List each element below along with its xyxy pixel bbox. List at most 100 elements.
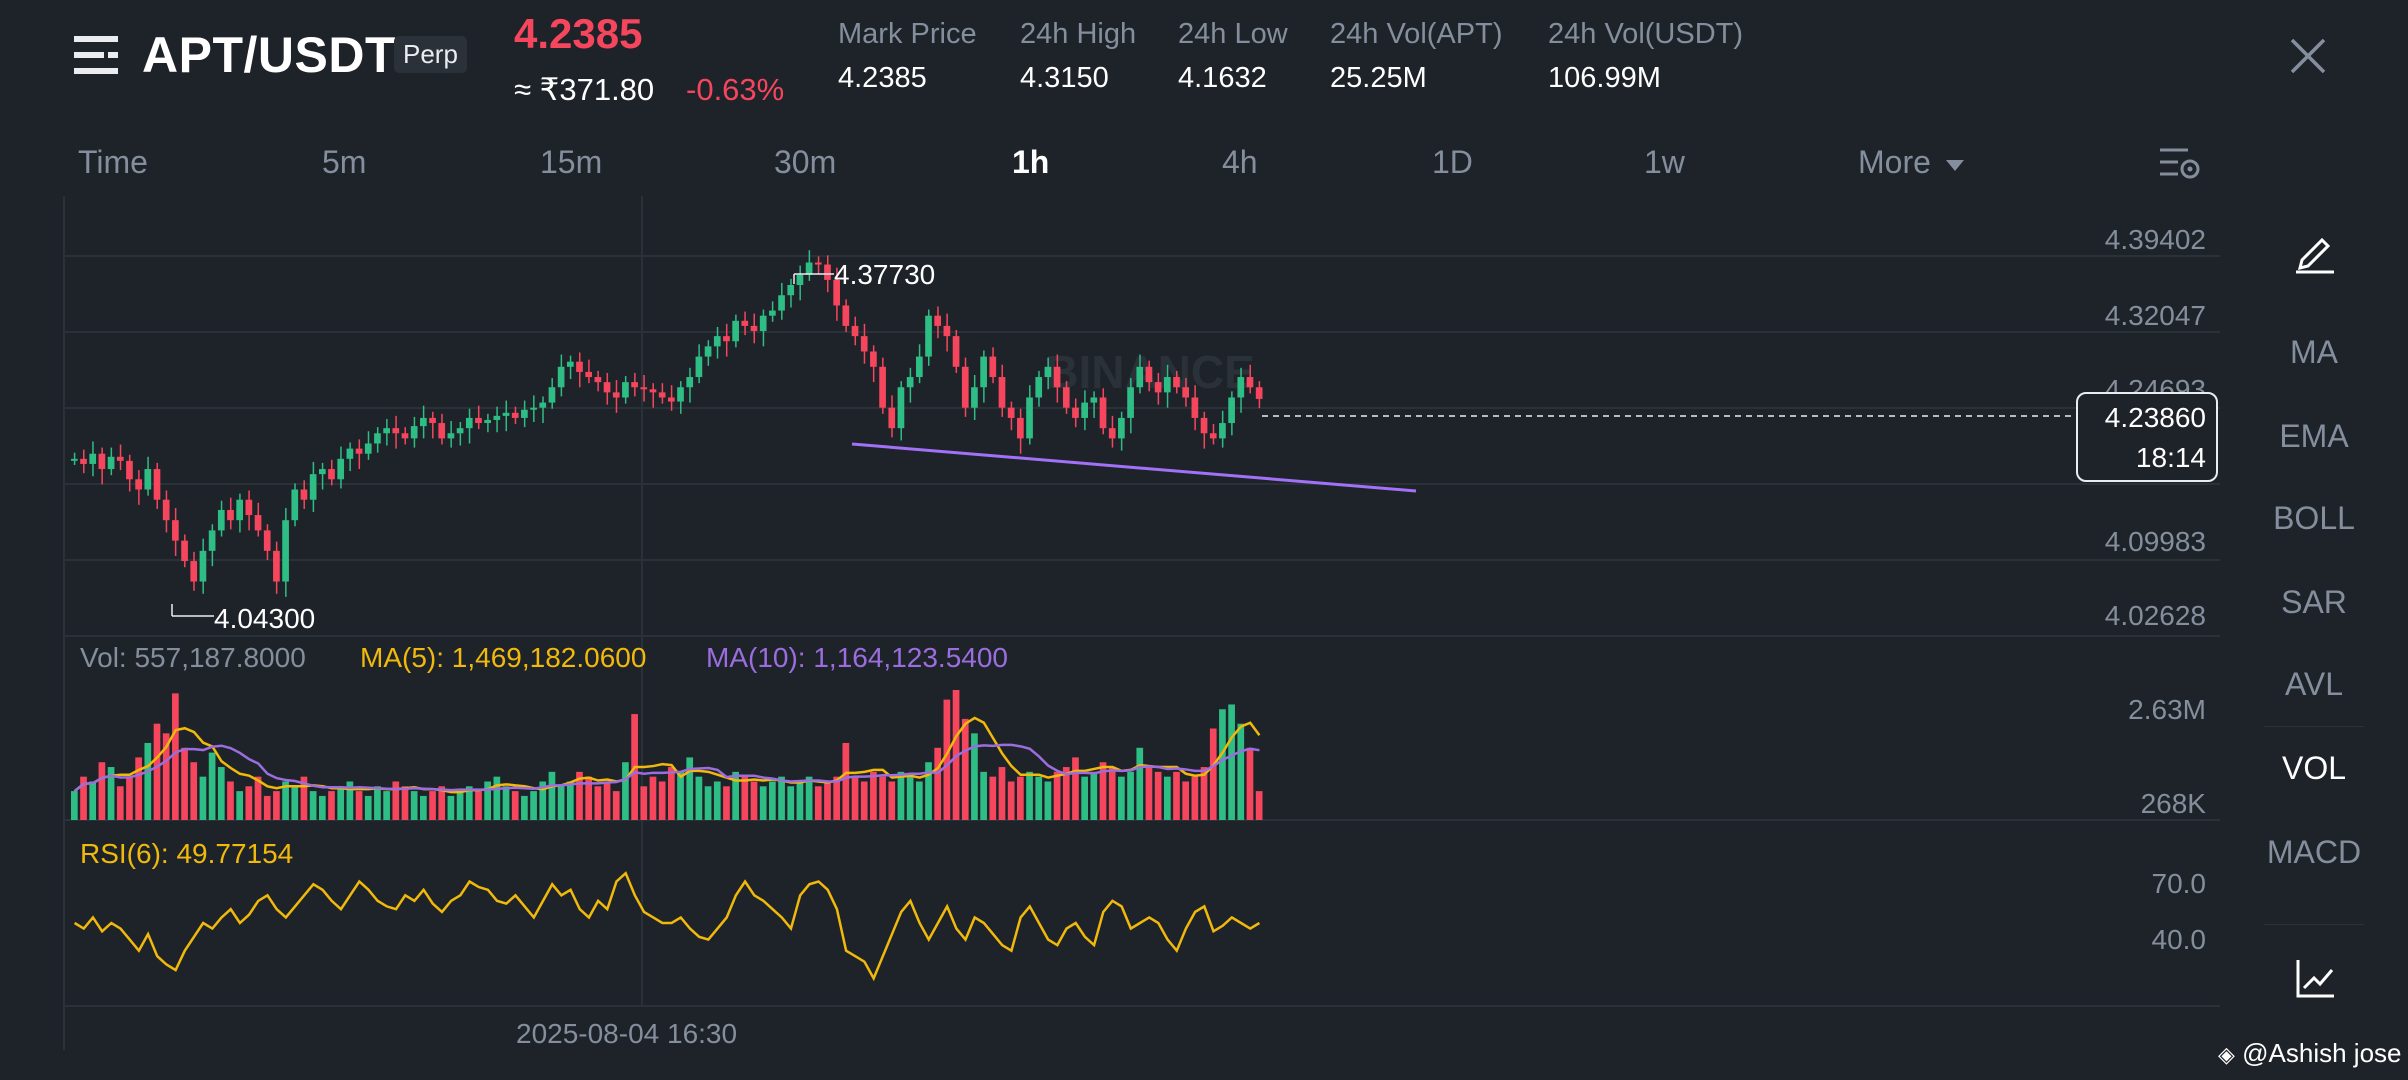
credit-text: @Ashish jose bbox=[2242, 1038, 2402, 1068]
volume-bar bbox=[851, 776, 859, 820]
chart-canvas[interactable]: BINANCE 4.37730 4.04300 bbox=[0, 0, 2260, 1080]
volume-bar bbox=[1108, 767, 1116, 820]
24h-high-label: 24h High bbox=[1020, 18, 1137, 50]
candle-body bbox=[943, 325, 951, 337]
indicator-avl[interactable]: AVL bbox=[2284, 666, 2344, 702]
volume-label: Vol: 557,187.8000 bbox=[80, 642, 306, 673]
candle-body bbox=[906, 377, 914, 388]
indicator-boll[interactable]: BOLL bbox=[2273, 500, 2355, 536]
candle-body bbox=[71, 458, 78, 461]
candle-body bbox=[465, 417, 473, 429]
candle-body bbox=[190, 561, 198, 582]
volume-bar bbox=[98, 762, 106, 820]
volume-bar bbox=[704, 786, 712, 820]
candle-body bbox=[539, 402, 547, 408]
candle-body bbox=[814, 262, 822, 265]
tab-4h[interactable]: 4h bbox=[1222, 144, 1258, 180]
candle-body bbox=[1062, 387, 1070, 408]
volume-bar bbox=[1035, 776, 1043, 820]
candle-body bbox=[594, 377, 602, 383]
rsi-axis-label: 70.0 bbox=[2151, 868, 2207, 899]
candle-body bbox=[695, 356, 703, 378]
volume-bar bbox=[934, 747, 942, 820]
volume-bar bbox=[576, 771, 583, 820]
candle-body bbox=[208, 530, 216, 551]
24h-vol-apt-label: 24h Vol(APT) bbox=[1330, 18, 1503, 50]
candle-body bbox=[199, 550, 207, 582]
indicator-macd[interactable]: MACD bbox=[2266, 834, 2362, 870]
candle-body bbox=[1127, 387, 1134, 418]
24h-low-value: 4.1632 bbox=[1178, 62, 1267, 94]
candle-body bbox=[172, 520, 179, 541]
indicator-vol[interactable]: VOL bbox=[2281, 750, 2347, 786]
candle-body bbox=[759, 315, 767, 332]
chart-settings-icon[interactable] bbox=[2158, 144, 2202, 184]
candle-body bbox=[585, 371, 593, 378]
volume-bar bbox=[668, 767, 675, 820]
volume-bar bbox=[245, 786, 253, 820]
candle-body bbox=[217, 509, 225, 531]
tab-5m[interactable]: 5m bbox=[322, 144, 367, 180]
volume-bar bbox=[162, 733, 170, 820]
volume-bar bbox=[530, 791, 537, 820]
candle-body bbox=[796, 274, 804, 286]
close-icon[interactable] bbox=[2286, 34, 2330, 78]
list-icon[interactable] bbox=[72, 30, 122, 80]
tab-30m[interactable]: 30m bbox=[774, 144, 837, 180]
volume-bar bbox=[1072, 757, 1079, 820]
candle-body bbox=[870, 351, 877, 367]
inr-price: ≈ ₹371.80 bbox=[514, 72, 655, 107]
volume-bar bbox=[566, 781, 574, 820]
24h-vol-usdt-value: 106.99M bbox=[1548, 62, 1661, 94]
indicator-ema[interactable]: EMA bbox=[2279, 418, 2349, 454]
candle-body bbox=[677, 387, 684, 402]
volume-bar bbox=[1062, 767, 1070, 820]
rsi-line bbox=[73, 871, 1261, 982]
tab-1d[interactable]: 1D bbox=[1432, 144, 1473, 180]
candle-body bbox=[1017, 417, 1024, 439]
candle-body bbox=[686, 377, 694, 388]
volume-bar bbox=[1145, 767, 1153, 820]
volume-bar bbox=[1081, 776, 1088, 820]
volume-bar bbox=[374, 786, 381, 820]
volume-bar bbox=[337, 786, 345, 820]
candle-body bbox=[98, 453, 106, 470]
candle-body bbox=[1191, 397, 1199, 418]
candle-body bbox=[1108, 428, 1116, 439]
candle-body bbox=[254, 515, 262, 531]
candle-body bbox=[704, 346, 712, 357]
price-axis-label: 4.39402 bbox=[2104, 224, 2206, 255]
tab-time[interactable]: Time bbox=[78, 144, 148, 180]
tab-more[interactable]: More bbox=[1858, 144, 1966, 181]
volume-bar bbox=[355, 791, 363, 820]
trading-pair-title[interactable]: APT/USDT bbox=[142, 27, 396, 83]
candle-body bbox=[915, 356, 923, 378]
volume-bar bbox=[539, 781, 547, 820]
candle-body bbox=[971, 387, 978, 408]
tab-1w[interactable]: 1w bbox=[1644, 144, 1685, 180]
indicator-sar[interactable]: SAR bbox=[2281, 584, 2347, 620]
volume-bar bbox=[1053, 771, 1061, 820]
candle-body bbox=[658, 392, 666, 398]
candle-body bbox=[263, 530, 271, 551]
tab-15m[interactable]: 15m bbox=[540, 144, 603, 180]
indicator-ma[interactable]: MA bbox=[2290, 334, 2338, 370]
candle-body bbox=[401, 433, 409, 439]
volume-bar bbox=[511, 791, 519, 820]
volume-bar bbox=[1182, 781, 1190, 820]
volume-bar bbox=[1127, 771, 1134, 820]
chart-line-icon[interactable] bbox=[2296, 958, 2336, 998]
candle-body bbox=[1053, 366, 1061, 388]
candle-body bbox=[778, 295, 785, 311]
low-price-annotation: 4.04300 bbox=[214, 603, 315, 634]
volume-bar bbox=[291, 786, 299, 820]
tab-1h[interactable]: 1h bbox=[1012, 144, 1050, 180]
candle-body bbox=[897, 387, 905, 429]
candle-body bbox=[1163, 377, 1171, 393]
pencil-icon[interactable] bbox=[2294, 230, 2336, 274]
candle-body bbox=[135, 479, 142, 490]
candle-body bbox=[438, 423, 446, 439]
volume-bar bbox=[1200, 767, 1208, 820]
24h-vol-usdt-label: 24h Vol(USDT) bbox=[1548, 18, 1744, 50]
volume-bar bbox=[282, 781, 289, 820]
